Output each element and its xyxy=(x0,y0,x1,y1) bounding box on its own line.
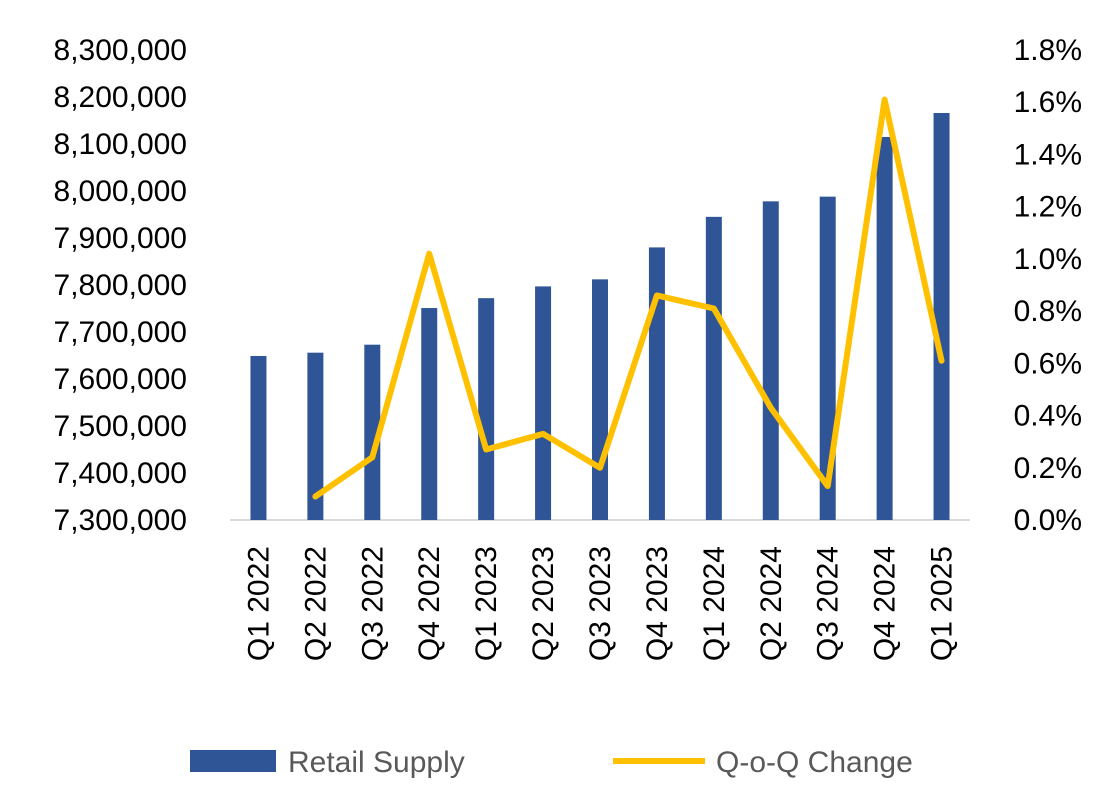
x-tick-label: Q1 2022 xyxy=(242,546,275,661)
left-tick-label: 8,000,000 xyxy=(54,175,187,208)
line-point-qoq-change xyxy=(770,407,772,409)
right-tick-label: 1.4% xyxy=(1014,138,1082,171)
x-axis-ticks: Q1 2022 Q2 2022 Q3 2022 Q4 2022 Q1 2023 Q2 20… xyxy=(242,546,958,661)
bar-retail-supply xyxy=(933,112,950,520)
left-tick-label: 7,500,000 xyxy=(54,410,187,443)
right-tick-label: 0.6% xyxy=(1014,347,1082,380)
x-tick-label: Q2 2022 xyxy=(299,546,332,661)
left-tick-label: 7,800,000 xyxy=(54,269,187,302)
line-point-qoq-change xyxy=(599,467,601,469)
bar-retail-supply xyxy=(307,352,324,520)
x-tick-label: Q1 2024 xyxy=(698,546,731,661)
left-tick-label: 7,900,000 xyxy=(54,222,187,255)
legend-line-label: Q-o-Q Change xyxy=(716,746,913,779)
right-tick-label: 0.2% xyxy=(1014,452,1082,485)
left-tick-label: 8,200,000 xyxy=(54,81,187,114)
line-point-qoq-change xyxy=(713,308,715,309)
legend-bar-swatch xyxy=(190,750,276,772)
right-axis-ticks: 0.0% 0.2% 0.4% 0.6% 0.8% 1.0% 1.2% 1.4% 1.6% 1.8% xyxy=(1014,34,1082,537)
bar-retail-supply xyxy=(705,216,722,520)
line-point-qoq-change xyxy=(827,485,829,487)
x-tick-label: Q2 2024 xyxy=(755,546,788,661)
x-tick-label: Q3 2023 xyxy=(584,546,617,661)
line-point-qoq-change xyxy=(428,253,430,255)
line-point-qoq-change xyxy=(884,99,886,101)
x-tick-label: Q4 2023 xyxy=(641,546,674,661)
right-tick-label: 1.8% xyxy=(1014,34,1082,67)
x-tick-label: Q4 2022 xyxy=(413,546,446,661)
line-point-qoq-change xyxy=(656,294,658,296)
left-tick-label: 7,400,000 xyxy=(54,457,187,490)
right-tick-label: 1.2% xyxy=(1014,191,1082,224)
line-qoq-change xyxy=(312,96,945,500)
line-point-qoq-change xyxy=(941,360,943,362)
x-tick-label: Q1 2023 xyxy=(470,546,503,661)
right-tick-label: 1.0% xyxy=(1014,243,1082,276)
x-tick-label: Q3 2022 xyxy=(356,546,389,661)
bar-retail-supply xyxy=(762,201,779,520)
bar-retail-supply xyxy=(535,286,552,520)
line-point-qoq-change xyxy=(314,496,316,497)
left-tick-label: 8,100,000 xyxy=(54,128,187,161)
x-tick-label: Q4 2024 xyxy=(869,546,902,661)
x-tick-label: Q2 2023 xyxy=(527,546,560,661)
right-tick-label: 0.4% xyxy=(1014,400,1082,433)
x-tick-label: Q3 2024 xyxy=(812,546,845,661)
right-tick-label: 0.8% xyxy=(1014,295,1082,328)
x-tick-label: Q1 2025 xyxy=(926,546,959,661)
right-tick-label: 1.6% xyxy=(1014,86,1082,119)
line-point-qoq-change xyxy=(542,433,544,435)
right-tick-label: 0.0% xyxy=(1014,504,1082,537)
left-tick-label: 7,700,000 xyxy=(54,316,187,349)
bar-retail-supply xyxy=(592,279,608,520)
bar-retail-supply xyxy=(478,298,495,520)
bar-retail-supply xyxy=(250,355,267,520)
line-series-group xyxy=(312,96,945,500)
left-tick-label: 7,300,000 xyxy=(54,504,187,537)
legend-bar-label: Retail Supply xyxy=(288,746,465,779)
legend: Retail Supply Q-o-Q Change xyxy=(190,746,913,779)
bar-retail-supply xyxy=(364,344,381,520)
left-axis-ticks: 7,300,000 7,400,000 7,500,000 7,600,000 7,70… xyxy=(54,34,187,537)
bar-retail-supply xyxy=(876,136,893,520)
line-point-qoq-change xyxy=(371,456,373,458)
line-point-qoq-change xyxy=(485,449,487,450)
left-tick-label: 7,600,000 xyxy=(54,363,187,396)
left-tick-label: 8,300,000 xyxy=(54,34,187,67)
bar-retail-supply xyxy=(421,308,438,520)
bar-retail-supply xyxy=(648,247,665,520)
